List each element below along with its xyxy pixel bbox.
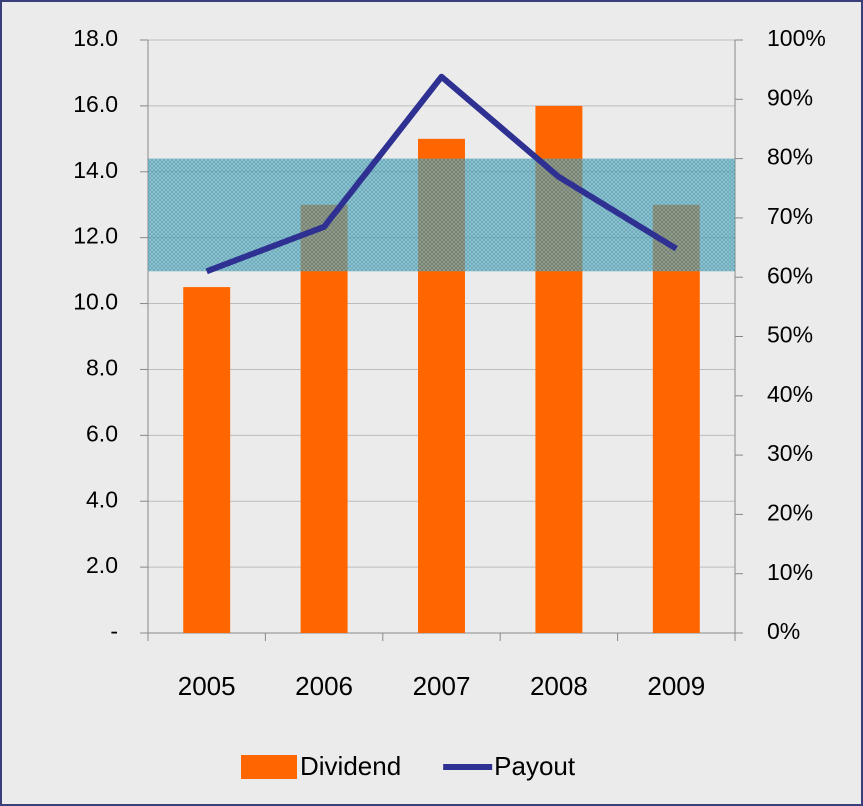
y2-tick-label: 40% (767, 381, 813, 407)
y2-tick-label: 0% (767, 618, 800, 644)
y-tick-label: 8.0 (86, 355, 118, 381)
y2-tick-label: 90% (767, 84, 813, 110)
y-tick-label: 4.0 (86, 486, 118, 512)
legend-swatch (241, 755, 297, 779)
y2-tick-label: 60% (767, 262, 813, 288)
x-tick-label: 2006 (295, 671, 353, 701)
y2-tick-label: 70% (767, 203, 813, 229)
y2-tick-label: 20% (767, 499, 813, 525)
x-tick-label: 2005 (178, 671, 236, 701)
legend-label: Dividend (300, 751, 401, 781)
y-tick-label: 18.0 (73, 25, 118, 51)
line (205, 73, 678, 275)
y-tick-label: 12.0 (73, 223, 118, 249)
target-band (148, 158, 735, 272)
x-tick-label: 2007 (413, 671, 471, 701)
y-tick-label: - (110, 618, 118, 644)
x-tick-label: 2009 (647, 671, 705, 701)
y2-tick-label: 50% (767, 322, 813, 348)
legend-label: Payout (494, 751, 576, 781)
bar (183, 287, 231, 633)
y2-tick-label: 30% (767, 440, 813, 466)
y-tick-label: 10.0 (73, 289, 118, 315)
y-tick-label: 16.0 (73, 91, 118, 117)
y-tick-label: 6.0 (86, 420, 118, 446)
y2-tick-label: 10% (767, 559, 813, 585)
x-tick-label: 2008 (530, 671, 588, 701)
y-tick-label: 14.0 (73, 157, 118, 183)
bar (300, 204, 348, 633)
y2-tick-label: 80% (767, 144, 813, 170)
y2-tick-label: 100% (767, 25, 826, 51)
y-tick-label: 2.0 (86, 552, 118, 578)
bar (652, 204, 700, 633)
